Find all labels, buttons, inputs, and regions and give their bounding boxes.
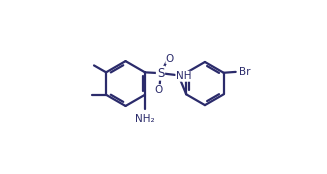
Text: S: S [157,67,164,80]
Text: Br: Br [239,67,251,77]
Text: NH: NH [176,71,191,81]
Text: NH₂: NH₂ [135,114,155,124]
Text: O: O [155,85,163,95]
Text: O: O [166,54,174,64]
